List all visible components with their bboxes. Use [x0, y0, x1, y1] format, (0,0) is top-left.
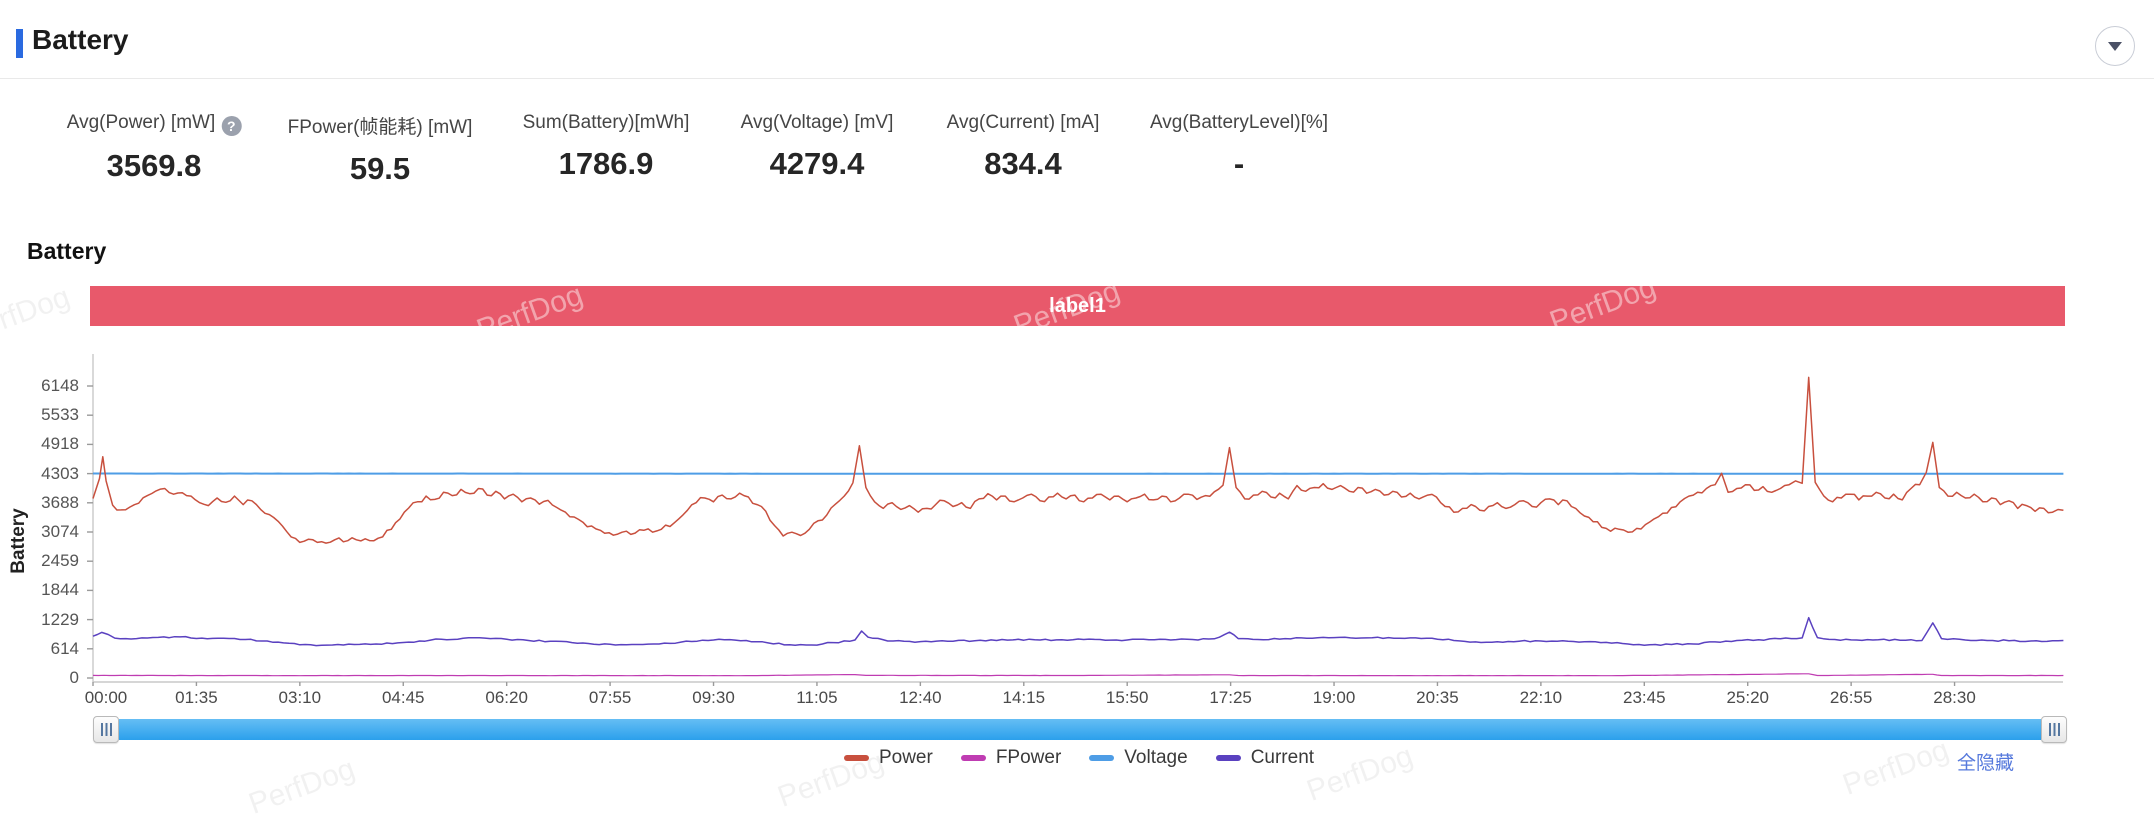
series-fpower-line	[92, 673, 2064, 677]
stat-label: FPower(帧能耗) [mW]	[287, 117, 473, 138]
x-tick-label: 25:20	[1726, 688, 1769, 707]
x-tick-label: 00:00	[84, 688, 128, 707]
series-power-line	[92, 376, 2064, 544]
x-tick-label: 15:50	[1105, 688, 1149, 707]
stat-avg-voltage: Avg(Voltage) [mV] 4279.4	[741, 112, 894, 182]
x-tick-label: 03:10	[278, 688, 322, 707]
x-tick-label: 19:00	[1312, 688, 1356, 707]
page-title: Battery	[32, 24, 129, 55]
label-banner: label1	[90, 286, 2065, 326]
stat-value: 4279.4	[769, 146, 865, 181]
x-tick-label: 11:05	[796, 688, 838, 707]
legend-dash-icon	[843, 755, 869, 761]
stat-avg-power: Avg(Power) [mW]? 3569.8	[67, 112, 242, 184]
legend-item-voltage[interactable]: Voltage	[1089, 747, 1188, 769]
hide-all-link[interactable]: 全隐藏	[1957, 753, 2015, 774]
legend-label: Current	[1250, 747, 1315, 768]
x-tick-label: 28:30	[1933, 688, 1976, 707]
legend-item-current[interactable]: Current	[1215, 747, 1315, 769]
legend-dash-icon	[1215, 755, 1241, 761]
stat-sum-battery: Sum(Battery)[mWh] 1786.9	[523, 112, 690, 182]
x-tick-label: 20:35	[1416, 688, 1459, 707]
legend-dash-icon	[960, 755, 986, 761]
y-tick-label: 2459	[41, 551, 79, 571]
grip-icon	[2048, 723, 2060, 736]
stat-label: Avg(Power) [mW]?	[67, 112, 242, 136]
y-tick-label: 3074	[41, 522, 79, 541]
plot-svg	[87, 354, 2064, 686]
legend-item-power[interactable]: Power	[843, 747, 933, 769]
stat-avg-batterylevel: Avg(BatteryLevel)[%] -	[1150, 112, 1328, 182]
y-tick-label: 614	[50, 638, 79, 658]
legend-label: Power	[878, 747, 933, 768]
stat-value: 3569.8	[106, 148, 202, 183]
x-tick-label: 23:45	[1623, 688, 1666, 707]
y-tick-label: 5533	[41, 405, 79, 425]
perfdog-watermark: PerfDog	[0, 280, 75, 349]
stat-value: 59.5	[349, 151, 411, 186]
x-tick-label: 07:55	[588, 688, 632, 707]
scrollbar-left-handle[interactable]	[93, 716, 119, 743]
stat-value: 1786.9	[558, 146, 654, 181]
x-tick-label: 06:20	[485, 688, 528, 707]
stat-label: Avg(Current) [mA]	[946, 112, 1100, 133]
chevron-down-icon	[2108, 41, 2122, 51]
chart-section-title: Battery	[27, 238, 107, 264]
grip-icon	[100, 723, 112, 736]
perfdog-watermark: PerfDog	[2079, 266, 2154, 335]
scrollbar-track[interactable]	[119, 719, 2041, 740]
legend-item-fpower[interactable]: FPower	[960, 747, 1062, 769]
y-tick-label: 4303	[41, 463, 79, 483]
series-current-line	[92, 616, 2064, 647]
legend-dash-icon	[1089, 755, 1115, 761]
scrollbar-right-handle[interactable]	[2041, 716, 2067, 743]
header-divider	[0, 78, 2154, 79]
y-tick-label: 1844	[41, 580, 79, 600]
x-tick-label: 14:15	[1002, 688, 1046, 707]
title-accent-bar	[16, 29, 23, 58]
stat-label: Avg(BatteryLevel)[%]	[1149, 112, 1329, 133]
y-tick-label: 1229	[41, 609, 79, 629]
collapse-panel-button[interactable]	[2095, 26, 2135, 66]
stat-fpower: FPower(帧能耗) [mW] 59.5	[288, 112, 473, 187]
stat-value: 834.4	[984, 146, 1062, 181]
y-tick-label: 4918	[41, 434, 79, 454]
x-tick-label: 17:25	[1209, 688, 1252, 707]
x-tick-label: 01:35	[175, 688, 218, 707]
help-icon[interactable]: ?	[221, 116, 242, 136]
stat-value: -	[1233, 146, 1245, 181]
stat-label: Avg(Voltage) [mV]	[740, 112, 894, 133]
x-tick-label: 12:40	[899, 688, 942, 707]
x-tick-label: 04:45	[381, 688, 425, 707]
legend-label: FPower	[995, 747, 1062, 768]
y-tick-label: 6148	[41, 376, 79, 395]
stat-label: Sum(Battery)[mWh]	[522, 112, 690, 133]
x-tick-label: 09:30	[692, 688, 735, 707]
stat-avg-current: Avg(Current) [mA] 834.4	[947, 112, 1100, 182]
x-tick-label: 26:55	[1829, 688, 1873, 707]
y-tick-label: 0	[69, 668, 79, 687]
x-tick-label: 22:10	[1519, 688, 1563, 707]
legend-label: Voltage	[1124, 747, 1188, 768]
y-tick-label: 3688	[41, 492, 79, 512]
chart-legend: Power FPower Voltage Current	[93, 747, 2065, 769]
